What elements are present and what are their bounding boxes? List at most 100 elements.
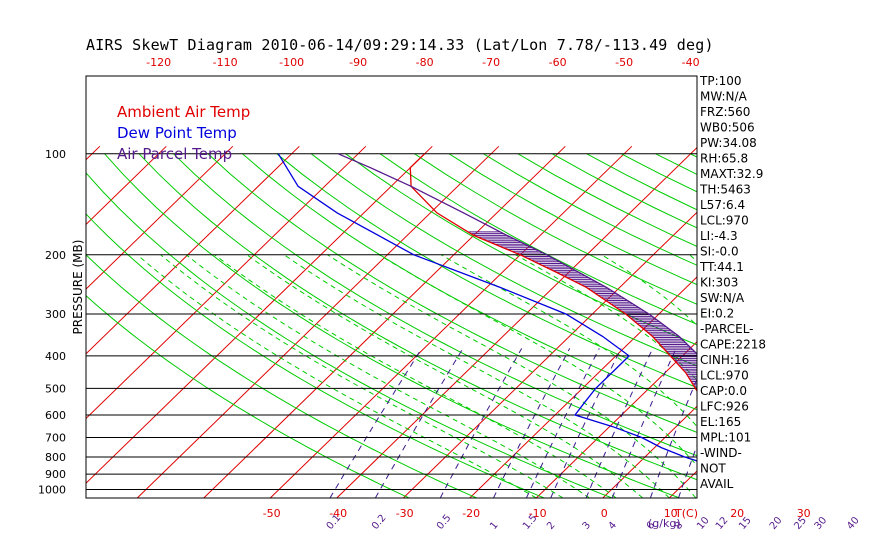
stat-entry: LFC:926 [700, 400, 749, 414]
top-temp-tick-label: -100 [279, 56, 304, 69]
isotherm-line [736, 146, 870, 498]
top-temp-tick-label: -60 [549, 56, 567, 69]
page-title: AIRS SkewT Diagram 2010-06-14/09:29:14.3… [86, 36, 714, 54]
mixing-ratio-line [525, 348, 600, 498]
pressure-tick-label: 600 [45, 409, 66, 422]
dry-adiabat-line [828, 154, 870, 498]
dry-adiabat-line [207, 153, 697, 433]
top-temp-tick-label: -40 [682, 56, 700, 69]
moist-adiabat-line [185, 254, 590, 498]
bottom-temp-tick-label: 20 [730, 507, 744, 520]
stat-entry: WB0:506 [700, 121, 755, 135]
moist-adiabat-line [246, 254, 644, 498]
mixing-ratio-tick-label: 30 [813, 515, 830, 532]
moist-adiabat-line [160, 254, 564, 498]
bottom-temp-tick-label: 10 [664, 507, 678, 520]
dry-adiabat-line [794, 154, 870, 498]
isotherm-line [203, 145, 566, 498]
mixing-ratio-tick-label: 1 [488, 520, 501, 532]
moist-adiabat-line [214, 254, 617, 498]
dry-adiabat-line [276, 153, 697, 389]
dry-adiabat-line [173, 153, 697, 457]
pressure-tick-label: 900 [45, 468, 66, 481]
moist-adiabat-line [136, 254, 537, 498]
bottom-temp-tick-label: 30 [797, 507, 811, 520]
legend-entry: Ambient Air Temp [117, 103, 250, 121]
stat-entry: CAPE:2218 [700, 338, 766, 352]
stat-entry: -PARCEL- [700, 322, 754, 336]
mixing-ratio-line [550, 348, 622, 498]
pressure-tick-label: 700 [45, 432, 66, 445]
mixing-ratio-tick-label: 3 [581, 520, 594, 532]
pressure-tick-label: 300 [45, 308, 66, 321]
plot-frame [85, 75, 698, 499]
stat-entry: AVAIL [700, 477, 734, 491]
stat-entry: EI:0.2 [700, 307, 734, 321]
moist-adiabat-line [765, 255, 855, 498]
mixing-ratio-tick-label: 8 [673, 520, 686, 532]
pressure-tick-label: 800 [45, 451, 66, 464]
ambient-temp-line [409, 153, 697, 393]
stat-entry: LI:-4.3 [700, 229, 738, 243]
mixing-ratio-tick-label: 4 [607, 520, 620, 532]
stat-entry: TP:100 [699, 74, 742, 88]
isotherm-line [0, 146, 33, 498]
stat-entry: CINH:16 [700, 353, 749, 367]
stat-entry: CAP:0.0 [700, 384, 747, 398]
mixing-ratio-line [774, 348, 820, 498]
dry-adiabat-line [414, 153, 697, 305]
mixing-ratio-line [798, 348, 841, 498]
pressure-tick-label: 200 [45, 249, 66, 262]
stat-entry: MPL:101 [700, 431, 751, 445]
stat-entry: MW:N/A [700, 90, 748, 104]
stat-entry: -WIND- [700, 446, 742, 460]
bottom-temp-tick-label: 0 [601, 507, 608, 520]
mixing-ratio-unit-label: (g/kg) [648, 517, 681, 530]
stat-entry: SI:-0.0 [700, 245, 739, 259]
mixing-ratio-line [329, 348, 423, 498]
mixing-ratio-tick-label: 0.2 [370, 513, 389, 532]
dry-adiabat-line [86, 172, 613, 498]
isotherm-line [136, 145, 500, 498]
dry-adiabat-line [310, 153, 697, 367]
top-temp-tick-label: -110 [213, 56, 238, 69]
mixing-ratio-tick-label: 20 [768, 515, 785, 532]
stat-entry: LCL:970 [700, 214, 749, 228]
stat-entry: SW:N/A [700, 291, 745, 305]
stat-entry: L57:6.4 [700, 198, 745, 212]
mixing-ratio-line [818, 348, 859, 498]
mixing-ratio-line [585, 348, 654, 498]
moist-adiabat-line [440, 254, 697, 428]
top-temp-tick-label: -90 [349, 56, 367, 69]
top-temp-tick-label: -80 [416, 56, 434, 69]
mixing-ratio-line [743, 348, 792, 498]
y-axis-label: PRESSURE (MB) [71, 240, 85, 335]
legend-entry: Dew Point Temp [117, 124, 237, 142]
mixing-ratio-tick-label: 0.5 [435, 513, 454, 532]
stat-entry: PW:34.08 [700, 136, 757, 150]
mixing-ratio-line [649, 377, 697, 498]
stat-entry: FRZ:560 [700, 105, 750, 119]
dry-adiabat-line [759, 154, 870, 498]
moist-adiabat-line [378, 254, 697, 467]
stat-entry: RH:65.8 [700, 152, 748, 166]
mixing-ratio-tick-label: 40 [845, 515, 862, 532]
cape-hatch [468, 231, 697, 391]
moist-adiabat-line [327, 254, 697, 498]
top-temp-tick-label: -120 [146, 56, 171, 69]
mixing-ratio-tick-label: 12 [714, 515, 731, 532]
mixing-ratio-line [493, 348, 571, 498]
bottom-temp-tick-label: -40 [329, 507, 347, 520]
dry-adiabat-line [862, 154, 870, 498]
isotherm-line [86, 145, 433, 484]
bottom-temp-tick-label: -20 [462, 507, 480, 520]
mixing-ratio-tick-label: 6 [645, 520, 658, 532]
dry-adiabat-line [379, 153, 697, 325]
moist-adiabat-line [283, 254, 670, 498]
stat-entry: TT:44.1 [699, 260, 744, 274]
mixing-ratio-line [611, 348, 677, 498]
stat-entry: NOT [700, 462, 726, 476]
pressure-tick-label: 100 [45, 148, 66, 161]
